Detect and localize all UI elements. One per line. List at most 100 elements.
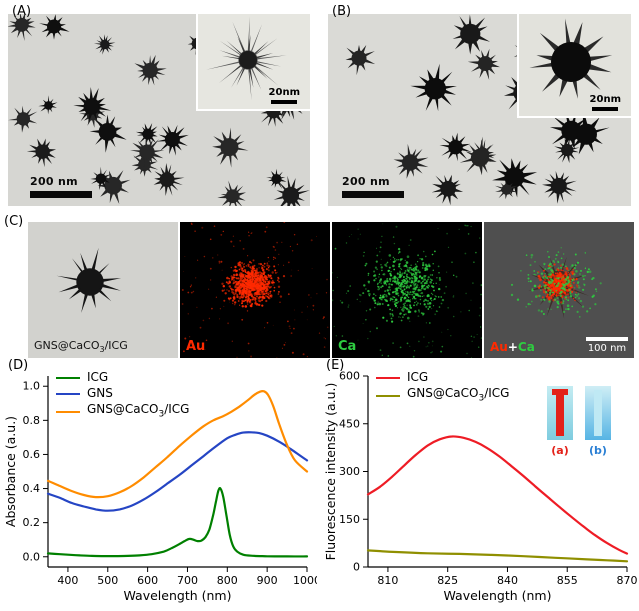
overlay-map-au-ca: Au+Ca 100 nm	[484, 222, 634, 358]
legend-entry: GNS@CaCO3/ICG	[376, 386, 509, 406]
tem-panel-a: 20nm 200 nm	[8, 14, 310, 206]
legend-label: GNS@CaCO3/ICG	[407, 386, 510, 404]
scalebar-a-bar	[30, 191, 92, 198]
inset-a: 20nm	[196, 14, 310, 111]
x-tick-label: 700	[177, 574, 198, 587]
panel-a-letter: (A)	[12, 4, 32, 19]
scalebar-c: 100 nm	[586, 337, 628, 354]
series-line	[366, 549, 629, 563]
x-tick-label: 810	[377, 574, 398, 587]
scalebar-b: 200 nm	[342, 175, 404, 198]
x-axis-label: Wavelength (nm)	[444, 588, 552, 603]
y-tick-label: 0.0	[23, 550, 41, 563]
y-tick-label: 0.2	[23, 516, 41, 529]
legend-label: GNS	[87, 386, 113, 400]
overlay-map-label: Au+Ca	[490, 340, 535, 354]
panel-b-letter: (B)	[332, 4, 352, 19]
inset-scalebar-a-label: 20nm	[268, 87, 300, 98]
x-tick-label: 500	[97, 574, 118, 587]
ca-map-label: Ca	[338, 339, 357, 354]
cuvette-b-image	[585, 386, 611, 440]
elemental-map-ca: Ca	[332, 222, 482, 358]
inset-scalebar-a: 20nm	[269, 87, 300, 104]
inset-scalebar-a-bar	[271, 100, 298, 104]
y-tick-label: 450	[339, 417, 360, 430]
scalebar-a-label: 200 nm	[30, 175, 78, 188]
blue-tube-icon	[594, 390, 602, 436]
fluorescence-chart: (a) (b) 810 825 840 855 870 0 150 300 450 600 Wave…	[322, 362, 638, 607]
overlay-label-ca: Ca	[517, 340, 535, 354]
x-tick-label: 855	[557, 574, 578, 587]
x-tick-label: 840	[497, 574, 518, 587]
series-line	[46, 486, 309, 558]
x-tick-label: 800	[217, 574, 238, 587]
legend-entry: ICG	[56, 370, 189, 385]
inset-scalebar-b-bar	[592, 107, 619, 111]
legend-entry: ICG	[376, 370, 509, 385]
scalebar-a: 200 nm	[30, 175, 92, 198]
tem-label-part2: /ICG	[104, 338, 128, 352]
fluorescence-chart-legend: ICG GNS@CaCO3/ICG	[376, 370, 509, 406]
legend-swatch	[376, 376, 400, 379]
legend-label: GNS@CaCO3/ICG	[87, 402, 190, 420]
y-tick-label: 0.8	[23, 414, 41, 427]
tem-image-gns-caco3-icg: GNS@CaCO3/ICG	[28, 222, 178, 358]
elemental-map-au: Au	[180, 222, 330, 358]
y-tick-label: 150	[339, 513, 360, 526]
cuvette-b-label: (b)	[589, 444, 607, 457]
inset-svg-a	[206, 16, 287, 101]
legend-swatch	[56, 376, 80, 379]
x-tick-label: 870	[617, 574, 638, 587]
inset-scalebar-b: 20nm	[590, 94, 621, 111]
fluorescence-chart-svg: 810 825 840 855 870 0 150 300 450 600 Wavelength (…	[323, 370, 638, 604]
scalebar-b-bar	[342, 191, 404, 198]
tem-label-part1: GNS@CaCO	[34, 338, 100, 352]
inset-b: 20nm	[517, 14, 631, 118]
x-tick-label: 400	[57, 574, 78, 587]
panel-e-letter: (E)	[326, 358, 345, 373]
x-axis-label: Wavelength (nm)	[124, 588, 232, 603]
legend-swatch	[376, 395, 400, 398]
x-tick-label: 600	[137, 574, 158, 587]
c2-svg	[181, 222, 329, 358]
inset-svg-b	[529, 18, 613, 99]
legend-entry: GNS@CaCO3/ICG	[56, 402, 189, 422]
tem-label-sub: 3	[99, 345, 105, 354]
c1-svg	[56, 247, 122, 313]
y-tick-label: 300	[339, 465, 360, 478]
c4-svg	[510, 247, 602, 319]
scalebar-b-label: 200 nm	[342, 175, 390, 188]
cuvette-a-label: (a)	[551, 444, 569, 457]
absorbance-chart-legend: ICG GNS GNS@CaCO3/ICG	[56, 370, 189, 422]
scalebar-c-label: 100 nm	[587, 343, 627, 354]
y-tick-label: 600	[339, 370, 360, 383]
cuvette-a-image	[547, 386, 573, 440]
scalebar-c-bar	[586, 337, 628, 341]
fluorescence-inset: (a) (b)	[547, 386, 613, 472]
x-tick-label: 825	[437, 574, 458, 587]
y-tick-label: 0.6	[23, 448, 41, 461]
overlay-label-plus: +	[507, 340, 518, 354]
legend-swatch	[56, 392, 80, 395]
au-map-label: Au	[186, 339, 206, 354]
c3-svg	[332, 223, 482, 358]
y-axis-label: Absorbance (a.u.)	[3, 416, 18, 527]
series-line	[46, 389, 309, 499]
panel-d-letter: (D)	[8, 358, 29, 373]
y-axis-label: Fluorescence intensity (a.u.)	[323, 383, 338, 561]
legend-swatch	[56, 411, 80, 414]
tem-panel-b: 20nm 200 nm	[328, 14, 631, 206]
y-tick-label: 0	[353, 561, 360, 574]
legend-entry: GNS	[56, 386, 189, 401]
tem-image-label: GNS@CaCO3/ICG	[34, 339, 128, 354]
y-tick-label: 0.4	[23, 482, 41, 495]
legend-label: ICG	[87, 370, 109, 384]
red-tube-icon	[552, 389, 568, 436]
legend-label: ICG	[407, 370, 429, 384]
series-line	[366, 435, 629, 555]
y-tick-label: 1.0	[23, 380, 41, 393]
overlay-label-au: Au	[490, 340, 508, 354]
